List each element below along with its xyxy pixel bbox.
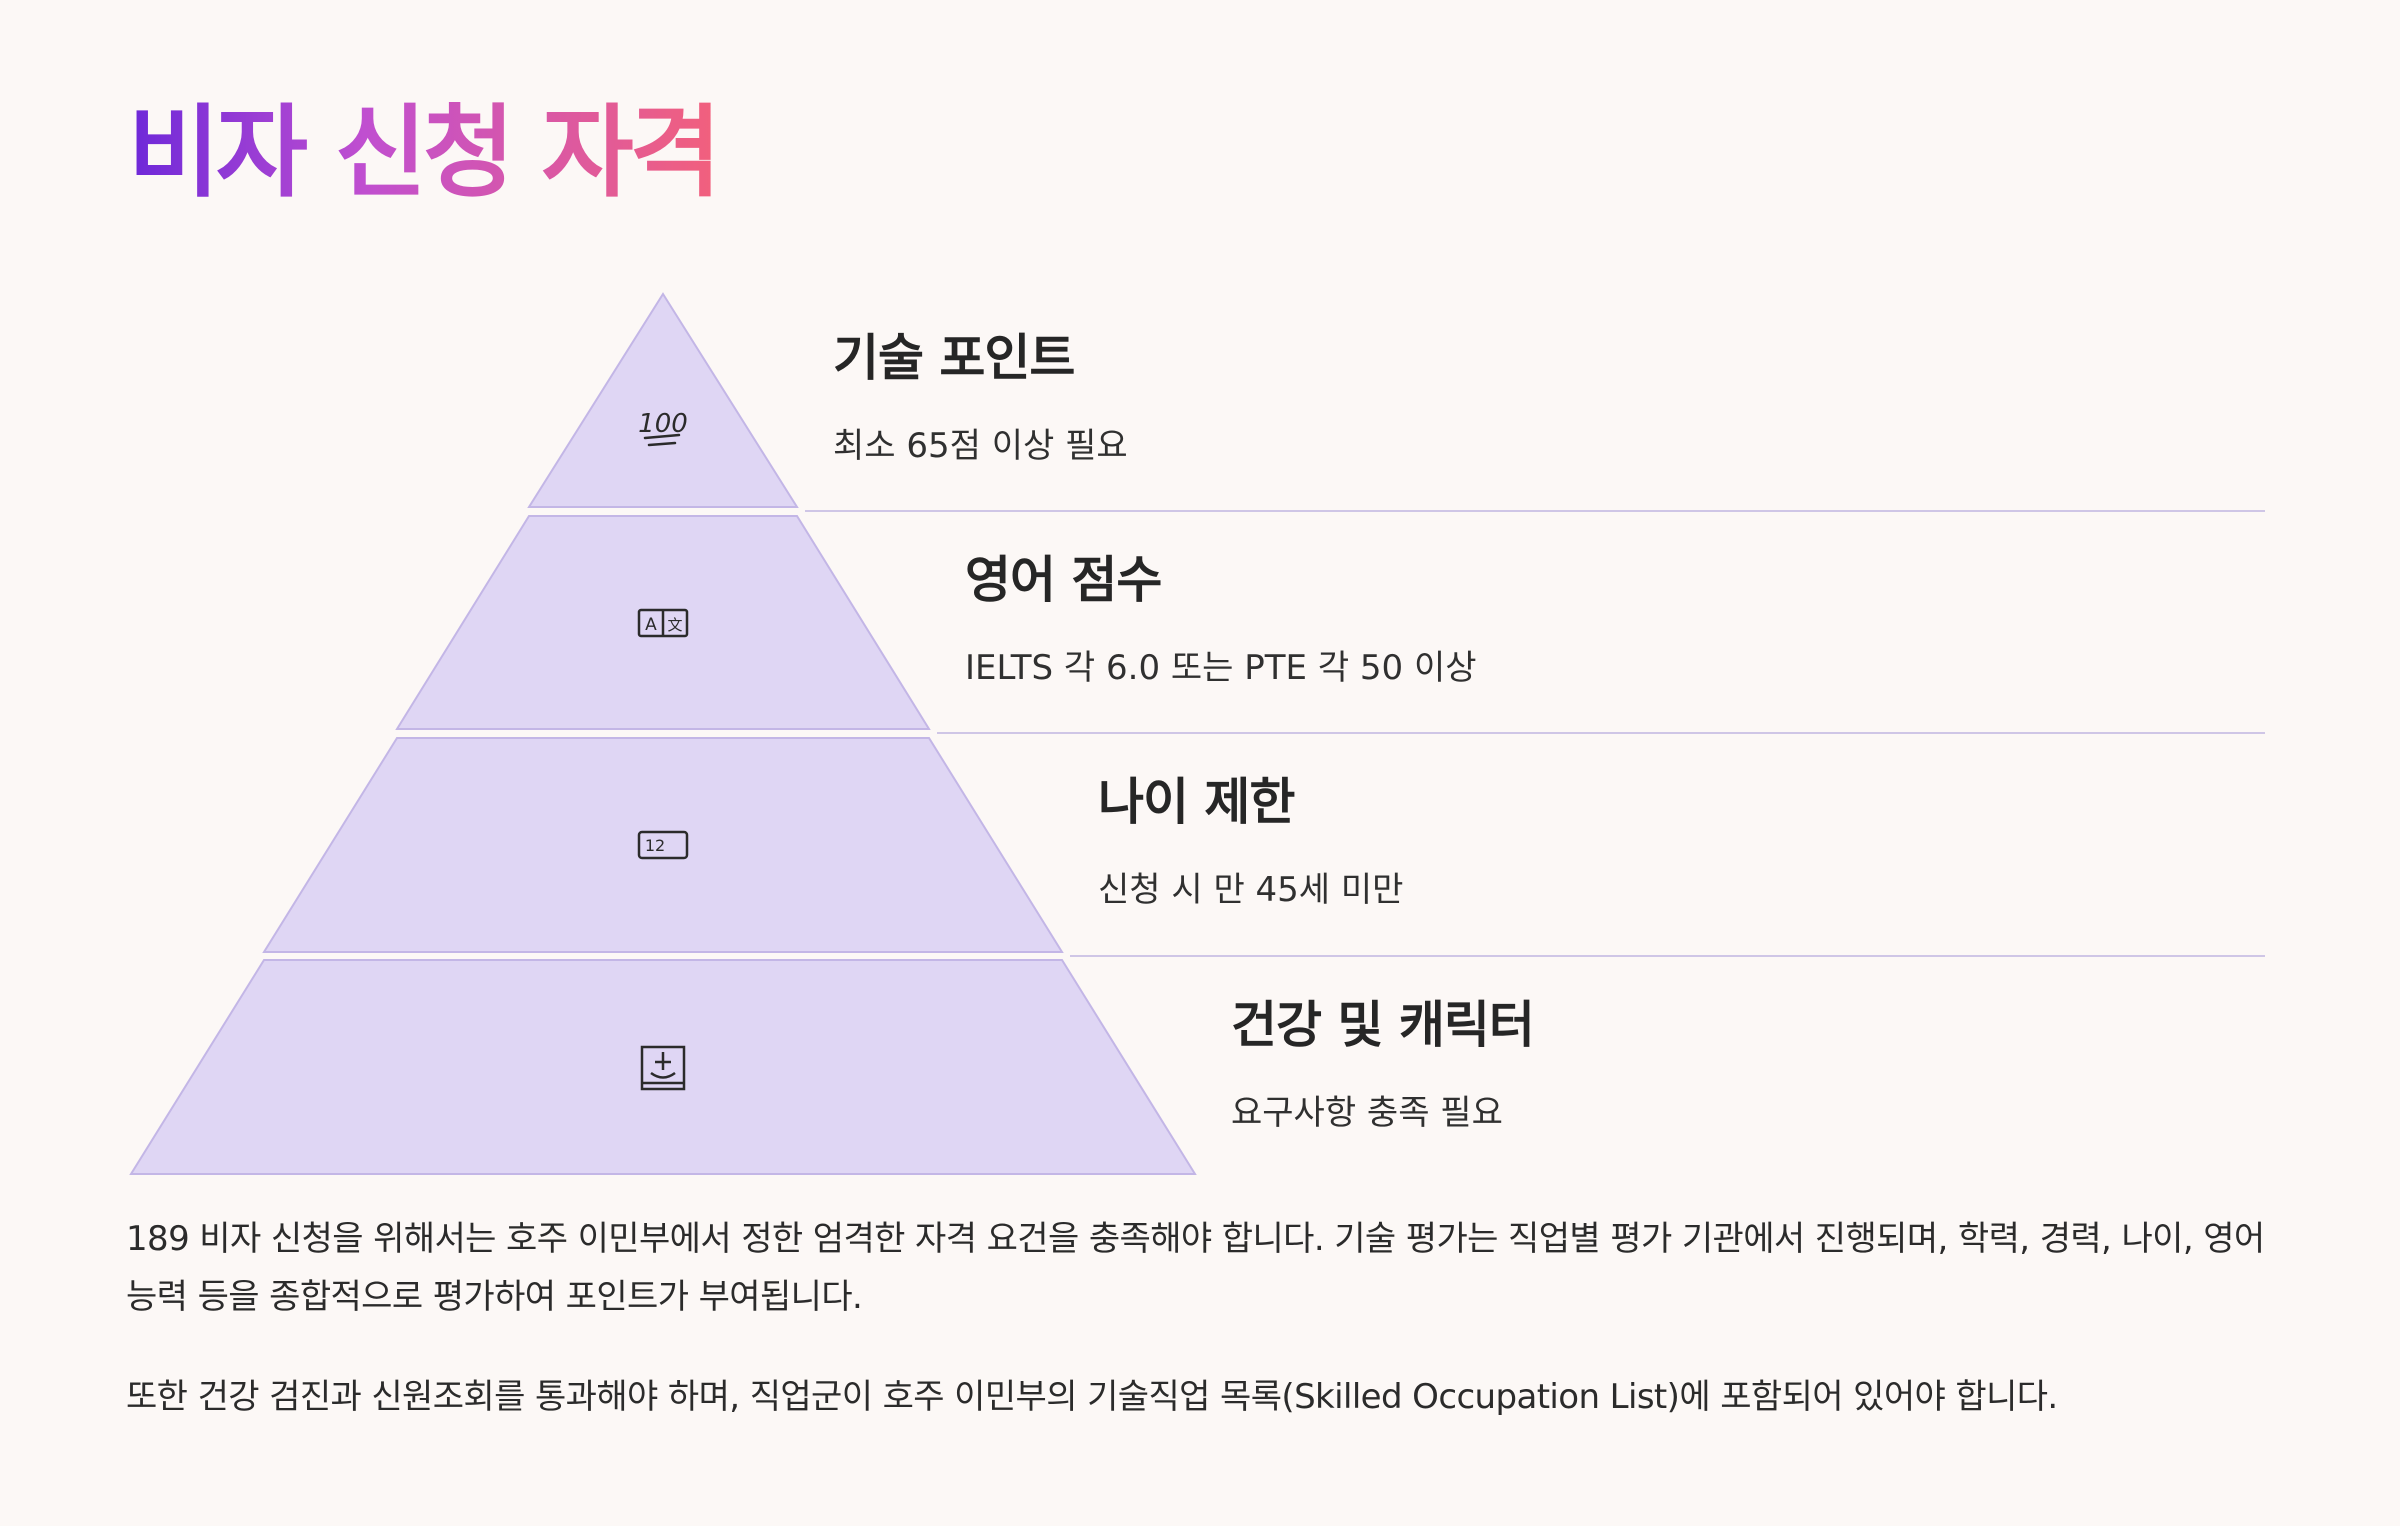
- level-4-description: 요구사항 충족 필요: [1231, 1093, 1503, 1133]
- svg-text:12: 12: [645, 836, 665, 855]
- page-title: 비자 신청 자격: [128, 88, 722, 218]
- body-paragraph-2: 또한 건강 검진과 신원조회를 통과해야 하며, 직업군이 호주 이민부의 기술…: [126, 1377, 2058, 1417]
- level-1-title: 기술 포인트: [833, 329, 1075, 387]
- level-4-title: 건강 및 캐릭터: [1231, 996, 1535, 1054]
- body-paragraph-1: 189 비자 신청을 위해서는 호주 이민부에서 정한 엄격한 자격 요건을 충…: [126, 1219, 2265, 1317]
- translate-icon: A 文: [633, 593, 693, 653]
- pyramid-diagram: [129, 292, 2265, 1175]
- pyramid-level-1: [527, 292, 799, 508]
- numbers-icon: 12: [633, 815, 693, 875]
- health-character-icon: [633, 1038, 693, 1098]
- svg-text:A: A: [645, 615, 657, 635]
- level-2-description: IELTS 각 6.0 또는 PTE 각 50 이상: [965, 648, 1477, 688]
- svg-text:100: 100: [638, 409, 688, 439]
- level-1-description: 최소 65점 이상 필요: [833, 426, 1128, 466]
- level-3-description: 신청 시 만 45세 미만: [1098, 870, 1404, 910]
- hundred-points-icon: 100: [633, 396, 693, 456]
- svg-text:文: 文: [667, 616, 682, 634]
- pyramid-level-3: [262, 737, 1064, 953]
- level-2-title: 영어 점수: [965, 551, 1162, 609]
- level-3-title: 나이 제한: [1098, 773, 1295, 831]
